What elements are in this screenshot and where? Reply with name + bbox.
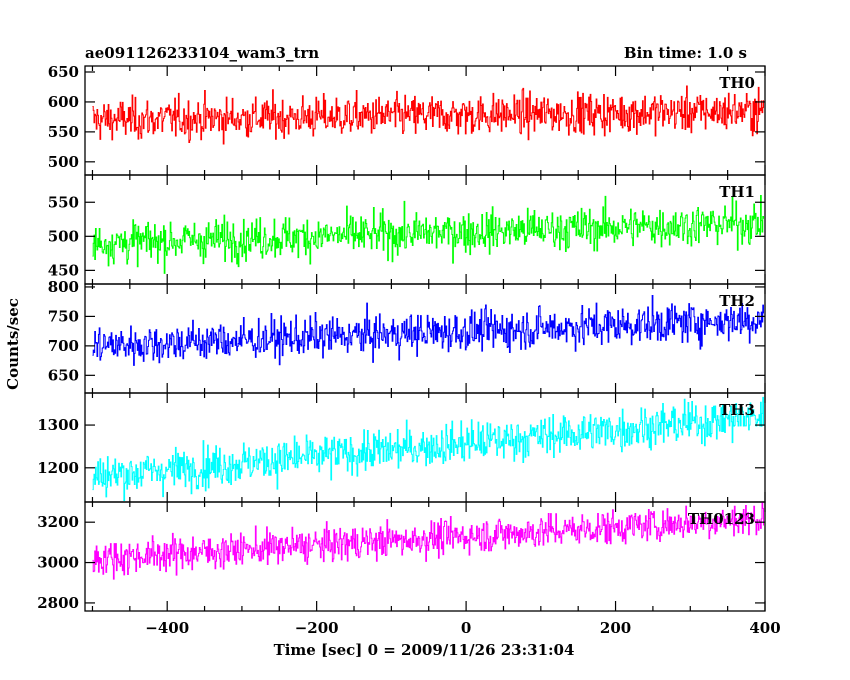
y-tick-label: 800 xyxy=(48,278,79,296)
y-tick-label: 600 xyxy=(48,93,79,111)
x-tick-label: −400 xyxy=(145,619,189,637)
y-tick-label: 550 xyxy=(48,193,79,211)
series-label-th0123: TH0123 xyxy=(688,510,755,528)
y-tick-label: 450 xyxy=(48,261,79,279)
x-tick-label: 0 xyxy=(461,619,471,637)
x-tick-label: 200 xyxy=(600,619,631,637)
y-tick-label: 700 xyxy=(48,337,79,355)
series-line-th1 xyxy=(92,194,765,274)
series-line-th2 xyxy=(92,295,765,366)
x-axis-label: Time [sec] 0 = 2009/11/26 23:31:04 xyxy=(274,641,575,659)
y-tick-label: 3000 xyxy=(37,554,79,572)
series-line-th0123 xyxy=(92,502,765,580)
y-tick-label: 2800 xyxy=(37,594,79,612)
y-tick-label: 3200 xyxy=(37,513,79,531)
series-label-th2: TH2 xyxy=(719,292,755,310)
y-tick-label: 650 xyxy=(48,366,79,384)
x-tick-label: −200 xyxy=(295,619,339,637)
chart-title: ae091126233104_wam3_trn xyxy=(85,44,320,62)
y-tick-label: 650 xyxy=(48,63,79,81)
y-tick-label: 1200 xyxy=(37,459,79,477)
series-label-th3: TH3 xyxy=(719,401,755,419)
series-label-th0: TH0 xyxy=(719,74,755,92)
y-tick-label: 750 xyxy=(48,307,79,325)
series-line-th3 xyxy=(92,396,765,501)
panel-frame-th0123 xyxy=(84,501,766,612)
series-label-th1: TH1 xyxy=(719,183,755,201)
y-tick-label: 550 xyxy=(48,123,79,141)
y-tick-label: 500 xyxy=(48,153,79,171)
y-tick-label: 1300 xyxy=(37,416,79,434)
y-axis-label: Counts/sec xyxy=(4,298,22,390)
y-tick-label: 500 xyxy=(48,227,79,245)
x-tick-label: 400 xyxy=(749,619,780,637)
bin-time-label: Bin time: 1.0 s xyxy=(623,44,747,62)
series-line-th0 xyxy=(92,85,765,145)
